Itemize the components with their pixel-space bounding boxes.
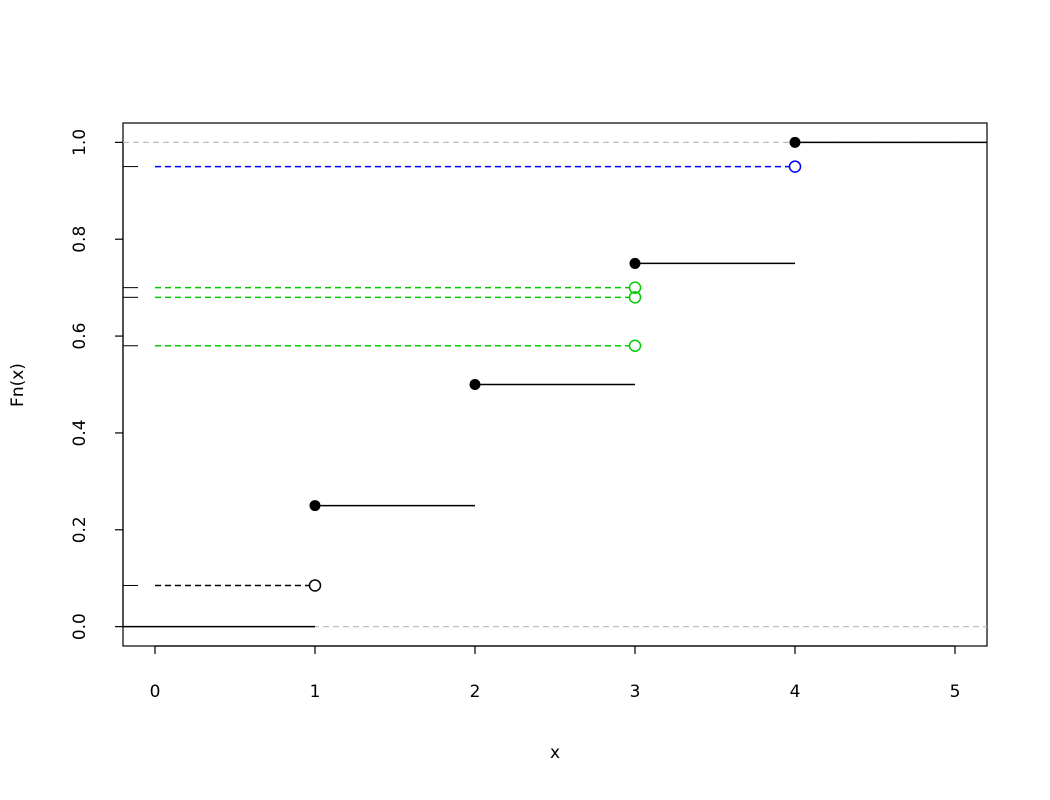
x-tick-label: 5 [950,682,961,702]
step-point [469,379,481,390]
x-tick-label: 1 [310,682,321,702]
y-tick-label: 0.6 [70,323,90,350]
x-tick-label: 0 [150,682,161,702]
y-tick-label: 1.0 [70,129,90,156]
y-tick-label: 0.0 [70,613,90,640]
x-axis-label: x [550,743,560,763]
step-point [789,136,801,148]
step-point [629,257,641,269]
y-tick-label: 0.4 [70,419,90,446]
y-tick-label: 0.8 [70,226,90,253]
query-point [308,579,322,592]
query-point [788,160,802,173]
step-point [309,500,321,512]
y-axis-label: Fn(x) [8,363,28,407]
query-point [628,339,642,353]
query-point [628,281,642,294]
x-tick-label: 2 [470,682,481,702]
x-tick-label: 3 [630,682,641,702]
x-tick-label: 4 [790,682,801,702]
y-tick-label: 0.2 [70,516,90,543]
query-point [628,291,642,304]
